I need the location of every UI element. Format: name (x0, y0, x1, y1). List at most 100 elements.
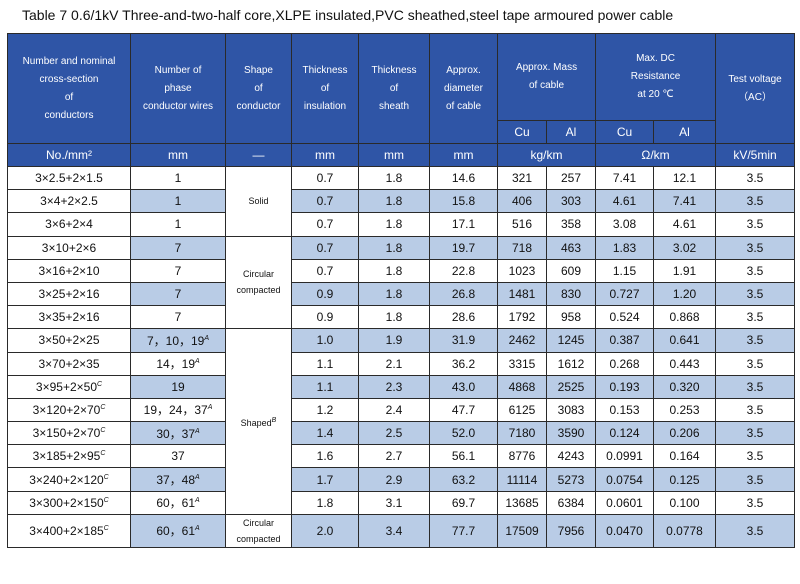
cross-section-cell: 3×35+2×16 (7, 305, 131, 330)
mass-al-cell: 6384 (545, 490, 597, 515)
diameter-cell: 77.7 (429, 513, 498, 548)
conductor-shape-cell: Circular compacted (225, 235, 292, 330)
insulation-cell: 1.8 (291, 490, 359, 515)
cross-section-cell: 3×300+2×150C (7, 490, 131, 515)
table-row: 3×95+2×50C 19 1.1 2.3 43.0 4868 2525 0.193 0.320… (7, 374, 796, 399)
header-res-al: Al (653, 120, 717, 144)
insulation-cell: 0.9 (291, 305, 359, 330)
insulation-cell: 1.7 (291, 467, 359, 492)
cross-section-cell: 3×50+2×25 (7, 328, 131, 353)
sheath-cell: 2.7 (358, 444, 430, 469)
conductor-shape-cell: Solid (225, 166, 292, 237)
wires-cell: 7 (130, 235, 226, 260)
mass-cu-cell: 406 (497, 189, 547, 214)
insulation-cell: 1.4 (291, 421, 359, 446)
table-row: 3×4+2×2.5 1 0.7 1.8 15.8 406 303 4.61 7.41 3.5 (7, 189, 796, 214)
table-row: 3×6+2×4 1 0.7 1.8 17.1 516 358 3.08 4.61 3.5 (7, 212, 796, 237)
unit-cell: mm (291, 143, 359, 167)
diameter-cell: 56.1 (429, 444, 498, 469)
mass-cu-cell: 3315 (497, 351, 547, 376)
resistance-al-cell: 4.61 (653, 212, 717, 237)
sheath-cell: 1.8 (358, 212, 430, 237)
mass-cu-cell: 1792 (497, 305, 547, 330)
resistance-cu-cell: 0.193 (595, 374, 655, 399)
resistance-cu-cell: 1.83 (595, 235, 655, 260)
mass-al-cell: 5273 (545, 467, 597, 492)
sheath-cell: 1.8 (358, 189, 430, 214)
insulation-cell: 1.6 (291, 444, 359, 469)
table-row: 3×2.5+2×1.5 1 Solid 0.7 1.8 14.6 321 257 7.41 12.… (7, 165, 796, 237)
resistance-al-cell: 0.0778 (653, 513, 717, 548)
unit-cell: mm (130, 143, 226, 167)
wires-cell: 30，37A (130, 421, 226, 446)
cross-section-cell: 3×25+2×16 (7, 281, 131, 307)
resistance-cu-cell: 0.153 (595, 397, 655, 423)
diameter-cell: 28.6 (429, 305, 498, 330)
sheath-cell: 1.8 (358, 235, 430, 260)
cross-section-cell: 3×240+2×120C (7, 467, 131, 492)
insulation-cell: 2.0 (291, 513, 359, 548)
mass-cu-cell: 1481 (497, 281, 547, 307)
sheath-cell: 2.1 (358, 351, 430, 376)
resistance-al-cell: 0.641 (653, 328, 717, 353)
conductor-shape-cell: Circular compacted (225, 513, 292, 548)
header-wires: Number of phase conductor wires (130, 33, 226, 144)
table-row: 3×400+2×185C 60，61A Circular compacted 2.0 3.… (7, 513, 796, 548)
resistance-cu-cell: 7.41 (595, 165, 655, 191)
table-row: 3×150+2×70C 30，37A 1.4 2.5 52.0 7180 3590 0.124… (7, 421, 796, 446)
table-row: 3×185+2×95C 37 1.6 2.7 56.1 8776 4243 0.0991 0.1… (7, 444, 796, 469)
wires-cell: 1 (130, 189, 226, 214)
resistance-cu-cell: 0.268 (595, 351, 655, 376)
sheath-cell: 3.4 (358, 513, 430, 548)
mass-al-cell: 3083 (545, 397, 597, 423)
table-row: 3×16+2×10 7 0.7 1.8 22.8 1023 609 1.15 1.91 3.5 (7, 258, 796, 283)
insulation-cell: 0.7 (291, 235, 359, 260)
table-title: Table 7 0.6/1kV Three-and-two-half core,… (22, 7, 674, 23)
mass-al-cell: 609 (545, 258, 597, 283)
table-row: 3×35+2×16 7 0.9 1.8 28.6 1792 958 0.524 0.868 3.5 (7, 305, 796, 330)
test-voltage-cell: 3.5 (715, 212, 796, 237)
resistance-cu-cell: 3.08 (595, 212, 655, 237)
table-row: 3×50+2×25 7，10，19A ShapedB 1.0 1.9 31.9 2462 12… (7, 328, 796, 515)
cross-section-cell: 3×400+2×185C (7, 513, 131, 548)
wires-cell: 7 (130, 305, 226, 330)
resistance-cu-cell: 0.387 (595, 328, 655, 353)
cable-spec-table: Number and nominal cross-section of conduct… (7, 33, 796, 548)
mass-cu-cell: 516 (497, 212, 547, 237)
cross-section-cell: 3×10+2×6 (7, 235, 131, 260)
table-row: 3×70+2×35 14，19A 1.1 2.1 36.2 3315 1612 0.268 0.… (7, 351, 796, 376)
insulation-cell: 0.7 (291, 189, 359, 214)
mass-al-cell: 463 (545, 235, 597, 260)
unit-cell: — (225, 143, 292, 167)
test-voltage-cell: 3.5 (715, 189, 796, 214)
mass-cu-cell: 321 (497, 165, 547, 191)
mass-al-cell: 830 (545, 281, 597, 307)
mass-al-cell: 4243 (545, 444, 597, 469)
test-voltage-cell: 3.5 (715, 305, 796, 330)
mass-al-cell: 1612 (545, 351, 597, 376)
resistance-cu-cell: 0.0991 (595, 444, 655, 469)
resistance-al-cell: 1.20 (653, 281, 717, 307)
mass-cu-cell: 718 (497, 235, 547, 260)
insulation-cell: 1.0 (291, 328, 359, 353)
mass-cu-cell: 11114 (497, 467, 547, 492)
unit-cell: kV/5min (715, 143, 796, 167)
table-body: 3×2.5+2×1.5 1 Solid 0.7 1.8 14.6 321 257 7.41 12.… (7, 165, 796, 548)
mass-al-cell: 1245 (545, 328, 597, 353)
diameter-cell: 52.0 (429, 421, 498, 446)
mass-al-cell: 7956 (545, 513, 597, 548)
resistance-al-cell: 0.443 (653, 351, 717, 376)
resistance-al-cell: 0.164 (653, 444, 717, 469)
unit-cell: mm (358, 143, 430, 167)
insulation-cell: 1.1 (291, 374, 359, 399)
conductor-shape-cell: ShapedB (225, 328, 292, 515)
mass-cu-cell: 4868 (497, 374, 547, 399)
test-voltage-cell: 3.5 (715, 397, 796, 423)
insulation-cell: 0.7 (291, 258, 359, 283)
mass-cu-cell: 2462 (497, 328, 547, 353)
test-voltage-cell: 3.5 (715, 374, 796, 399)
resistance-cu-cell: 0.0754 (595, 467, 655, 492)
wires-cell: 37，48A (130, 467, 226, 492)
resistance-cu-cell: 0.524 (595, 305, 655, 330)
cross-section-cell: 3×70+2×35 (7, 351, 131, 376)
